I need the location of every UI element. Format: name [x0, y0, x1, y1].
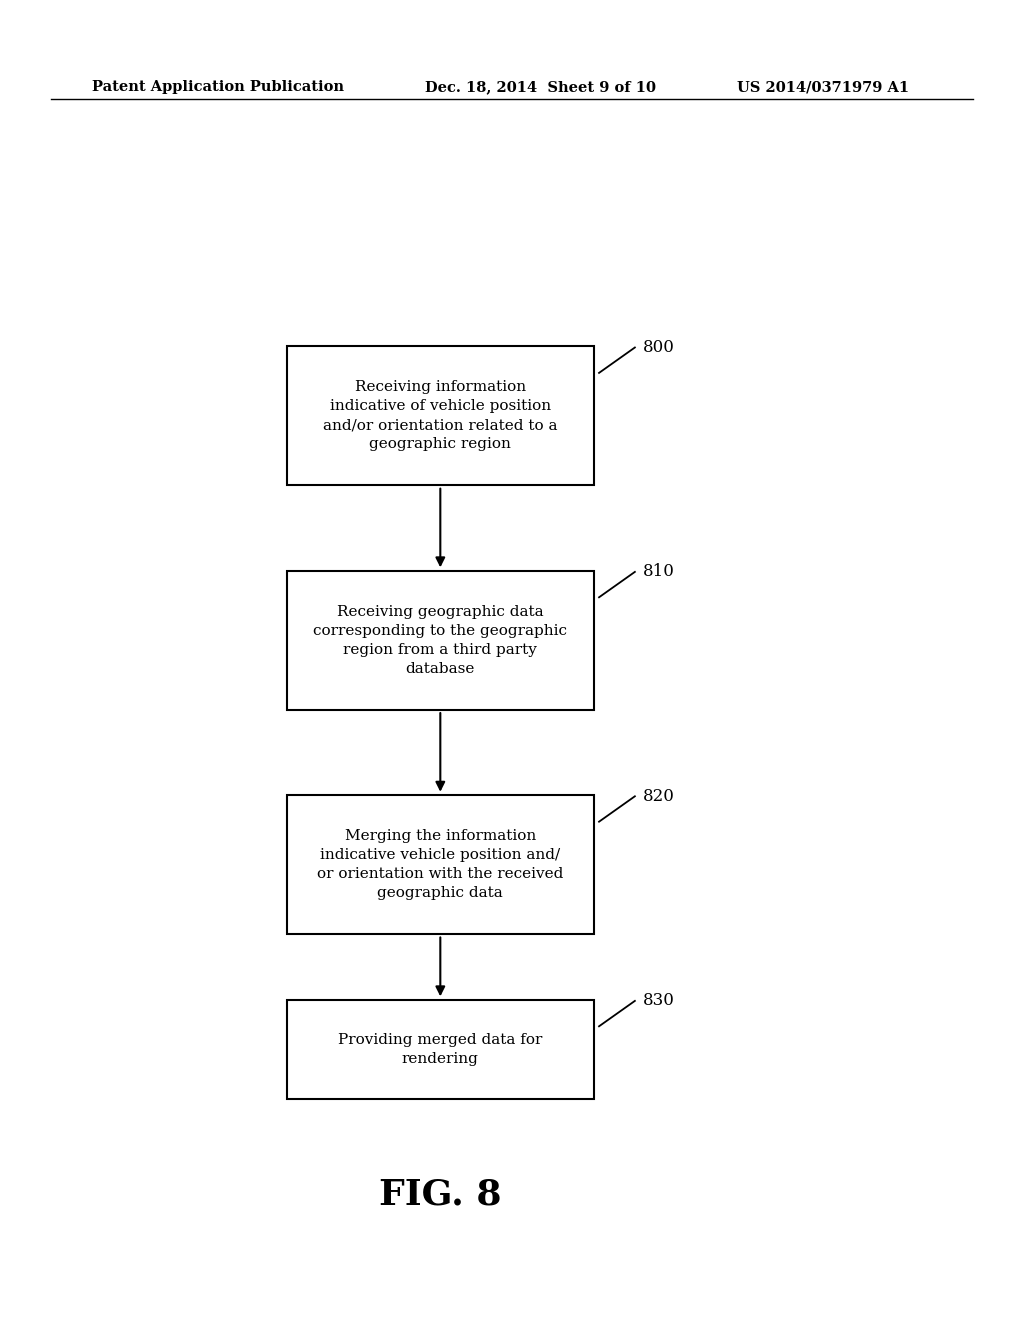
Bar — [287, 346, 594, 484]
Text: Dec. 18, 2014  Sheet 9 of 10: Dec. 18, 2014 Sheet 9 of 10 — [425, 81, 656, 94]
Text: US 2014/0371979 A1: US 2014/0371979 A1 — [737, 81, 909, 94]
Text: 830: 830 — [643, 993, 675, 1010]
Text: 820: 820 — [643, 788, 675, 805]
Text: Receiving geographic data
corresponding to the geographic
region from a third pa: Receiving geographic data corresponding … — [313, 605, 567, 676]
Bar — [287, 795, 594, 935]
Text: Patent Application Publication: Patent Application Publication — [92, 81, 344, 94]
Text: 810: 810 — [643, 564, 675, 581]
Text: 800: 800 — [643, 339, 675, 356]
Text: Merging the information
indicative vehicle position and/
or orientation with the: Merging the information indicative vehic… — [317, 829, 563, 900]
Bar — [287, 572, 594, 710]
Bar — [287, 1001, 594, 1098]
Text: FIG. 8: FIG. 8 — [379, 1177, 502, 1212]
Text: Providing merged data for
rendering: Providing merged data for rendering — [338, 1034, 543, 1065]
Text: Receiving information
indicative of vehicle position
and/or orientation related : Receiving information indicative of vehi… — [323, 380, 558, 451]
